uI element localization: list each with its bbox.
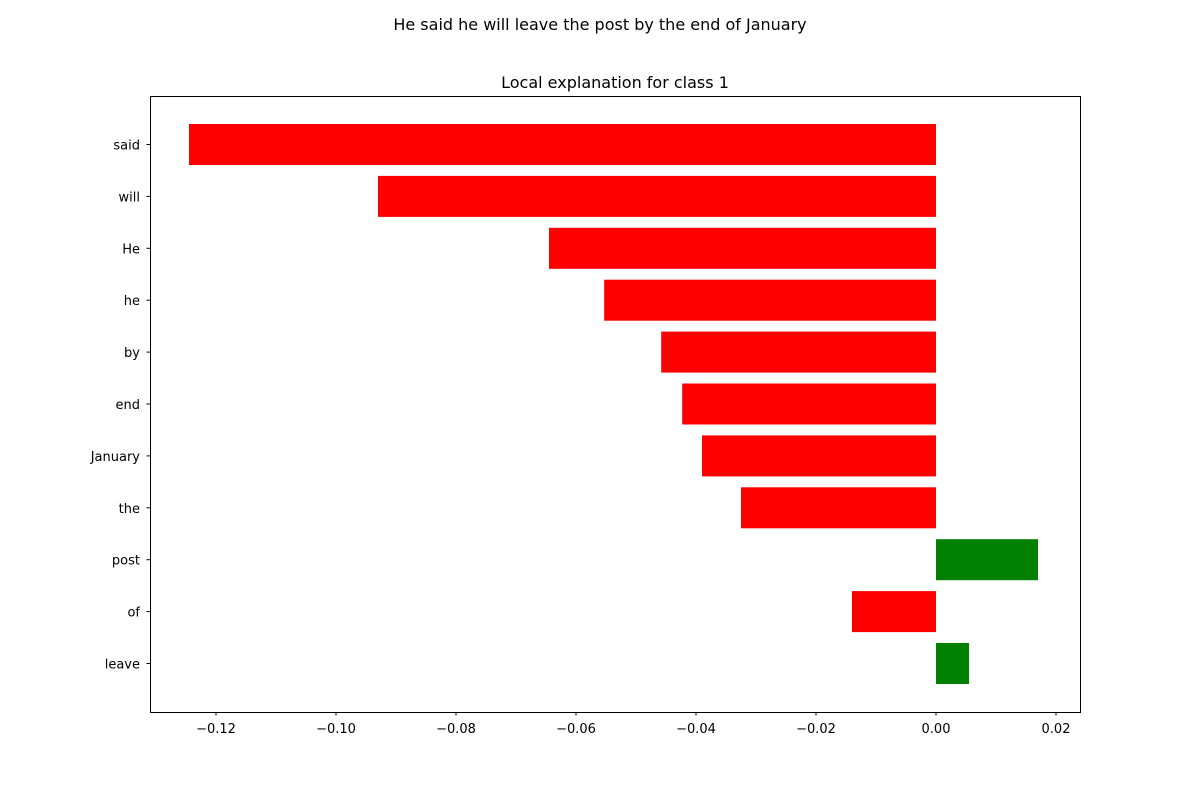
y-tick-label: leave	[105, 658, 140, 673]
bars-layer	[189, 124, 1038, 684]
x-axis: −0.12 −0.10 −0.08 −0.06 −0.04 −0.02 0.00 0.02	[196, 712, 1070, 737]
y-tick-label: of	[127, 606, 140, 621]
bar-said	[189, 124, 936, 165]
plot-area-frame	[150, 96, 1081, 713]
y-tick-label: January	[90, 450, 141, 465]
bar-will	[378, 175, 936, 217]
x-tick-label: 0.02	[1042, 722, 1071, 737]
y-tick-label: end	[116, 398, 141, 413]
figure-suptitle: He said he will leave the post by the en…	[393, 15, 806, 34]
bar-end	[682, 383, 936, 425]
x-tick-label: −0.04	[676, 722, 716, 737]
bar-leave	[936, 643, 969, 684]
x-tick-label: −0.12	[196, 722, 236, 737]
y-tick-label: He	[122, 242, 140, 257]
bar-of	[852, 591, 936, 633]
bar-he	[604, 279, 936, 321]
x-tick-label: 0.00	[922, 722, 951, 737]
y-tick-label: will	[119, 190, 140, 205]
y-tick-label: said	[113, 139, 140, 154]
x-tick-label: −0.06	[556, 722, 596, 737]
x-tick-label: −0.02	[796, 722, 836, 737]
bar-the	[741, 487, 936, 529]
y-tick-label: post	[112, 554, 140, 569]
bar-by	[661, 331, 936, 373]
bar-post	[936, 539, 1038, 581]
y-tick-label: the	[119, 502, 140, 517]
y-axis: said will He he by end January the post of leave	[90, 139, 150, 673]
bar-He	[549, 227, 936, 269]
y-tick-label: he	[124, 294, 140, 309]
chart-title: Local explanation for class 1	[501, 73, 729, 92]
x-tick-label: −0.10	[316, 722, 356, 737]
y-tick-label: by	[124, 346, 140, 361]
x-tick-label: −0.08	[436, 722, 476, 737]
bar-January	[702, 435, 936, 477]
